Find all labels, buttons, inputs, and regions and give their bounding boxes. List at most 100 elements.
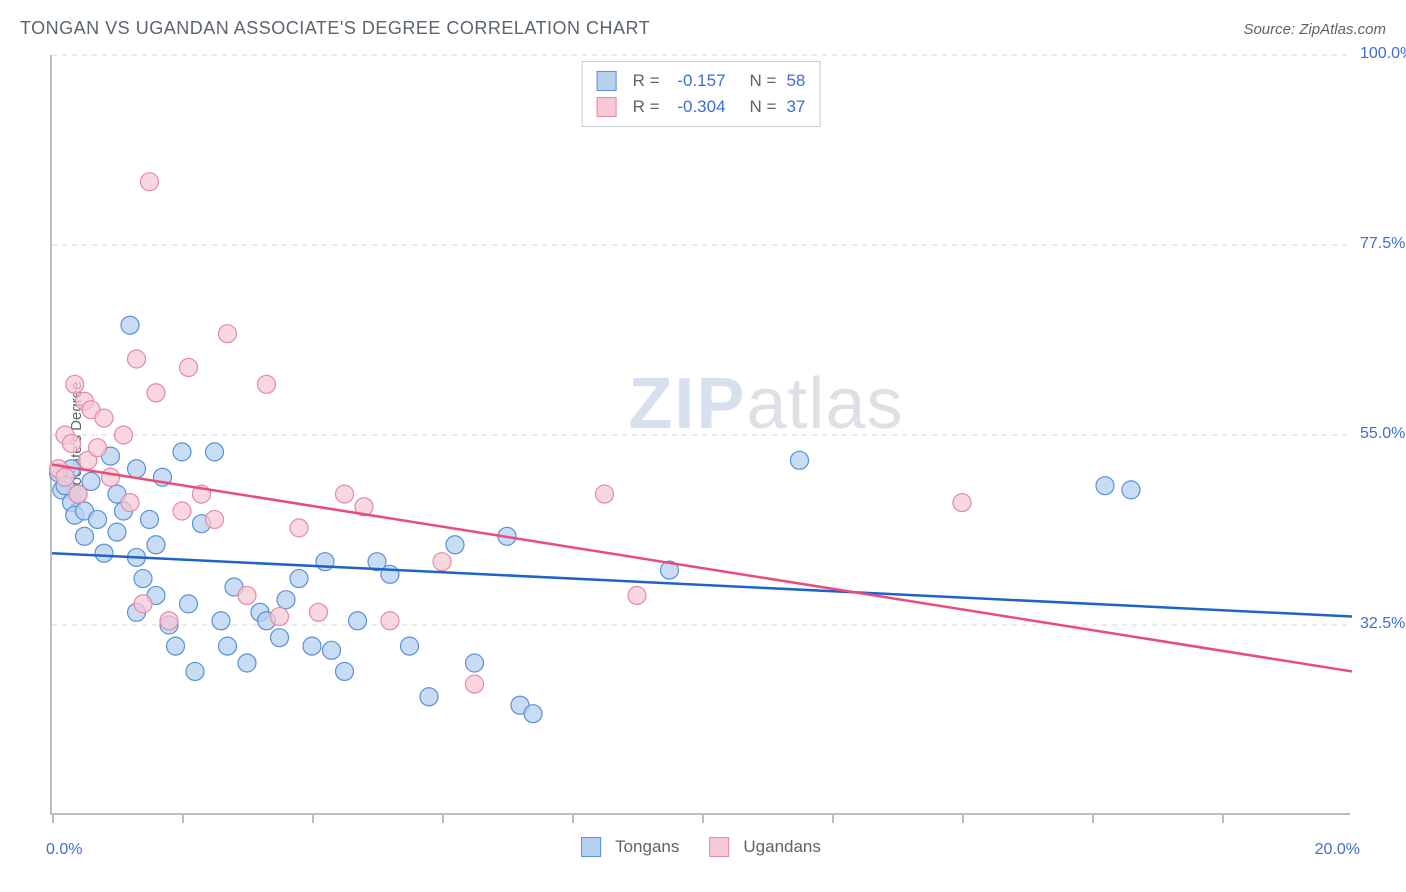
scatter-point [401, 637, 419, 655]
scatter-point [76, 527, 94, 545]
scatter-point [173, 502, 191, 520]
scatter-point [102, 468, 120, 486]
scatter-point [420, 688, 438, 706]
y-tick-label: 77.5% [1360, 235, 1406, 253]
n-label: N = [750, 68, 777, 94]
r-label: R = [633, 94, 660, 120]
scatter-point [66, 375, 84, 393]
y-tick-label: 55.0% [1360, 425, 1406, 443]
scatter-point [336, 485, 354, 503]
scatter-point [121, 494, 139, 512]
scatter-point [128, 460, 146, 478]
legend-bottom: Tongans Ugandans [581, 837, 821, 857]
y-tick-label: 100.0% [1360, 45, 1406, 63]
legend-bottom-swatch-ugandans [709, 837, 729, 857]
scatter-point [381, 612, 399, 630]
trend-line [52, 553, 1352, 616]
scatter-point [128, 350, 146, 368]
scatter-point [258, 375, 276, 393]
scatter-point [1122, 481, 1140, 499]
n-value-ugandans: 37 [786, 94, 805, 120]
scatter-point [147, 536, 165, 554]
scatter-point [95, 409, 113, 427]
scatter-point [271, 608, 289, 626]
scatter-point [212, 612, 230, 630]
scatter-point [167, 637, 185, 655]
x-tick [52, 813, 54, 823]
scatter-point [160, 612, 178, 630]
plot-area: ZIPatlas R = -0.157 N = 58 R = -0.304 N … [50, 55, 1350, 815]
scatter-point [323, 641, 341, 659]
plot-container: ZIPatlas R = -0.157 N = 58 R = -0.304 N … [50, 55, 1350, 815]
x-tick [1092, 813, 1094, 823]
scatter-point [466, 654, 484, 672]
scatter-point [173, 443, 191, 461]
scatter-point [310, 603, 328, 621]
scatter-point [134, 570, 152, 588]
n-label: N = [750, 94, 777, 120]
scatter-point [953, 494, 971, 512]
scatter-point [141, 510, 159, 528]
legend-top-row-0: R = -0.157 N = 58 [597, 68, 806, 94]
legend-top-row-1: R = -0.304 N = 37 [597, 94, 806, 120]
scatter-point [186, 662, 204, 680]
x-tick [962, 813, 964, 823]
scatter-point [206, 443, 224, 461]
scatter-point [206, 510, 224, 528]
legend-swatch-tongans [597, 71, 617, 91]
scatter-point [466, 675, 484, 693]
scatter-point [446, 536, 464, 554]
legend-top: R = -0.157 N = 58 R = -0.304 N = 37 [582, 61, 821, 127]
x-tick [702, 813, 704, 823]
scatter-point [238, 654, 256, 672]
scatter-point [290, 519, 308, 537]
source-attribution: Source: ZipAtlas.com [1243, 21, 1386, 38]
scatter-point [277, 591, 295, 609]
scatter-point [134, 595, 152, 613]
scatter-point [69, 485, 87, 503]
chart-title: TONGAN VS UGANDAN ASSOCIATE'S DEGREE COR… [20, 18, 650, 39]
scatter-point [147, 384, 165, 402]
legend-bottom-label-ugandans: Ugandans [743, 837, 821, 857]
scatter-point [303, 637, 321, 655]
chart-header: TONGAN VS UGANDAN ASSOCIATE'S DEGREE COR… [20, 18, 1386, 39]
x-tick [1222, 813, 1224, 823]
x-tick [182, 813, 184, 823]
scatter-point [219, 325, 237, 343]
scatter-point [56, 468, 74, 486]
scatter-point [115, 426, 133, 444]
r-label: R = [633, 68, 660, 94]
scatter-point [121, 316, 139, 334]
scatter-point [89, 510, 107, 528]
chart-svg [52, 55, 1352, 815]
n-value-tongans: 58 [786, 68, 805, 94]
x-tick [442, 813, 444, 823]
scatter-point [524, 705, 542, 723]
x-tick [312, 813, 314, 823]
legend-swatch-ugandans [597, 97, 617, 117]
scatter-point [628, 586, 646, 604]
x-tick [832, 813, 834, 823]
x-axis-min-label: 0.0% [46, 841, 82, 859]
scatter-point [141, 173, 159, 191]
x-axis-max-label: 20.0% [1315, 841, 1360, 859]
scatter-point [95, 544, 113, 562]
scatter-point [381, 565, 399, 583]
x-tick [572, 813, 574, 823]
scatter-point [89, 439, 107, 457]
scatter-point [1096, 477, 1114, 495]
scatter-point [290, 570, 308, 588]
scatter-point [336, 662, 354, 680]
scatter-point [433, 553, 451, 571]
r-value-tongans: -0.157 [666, 68, 726, 94]
scatter-point [180, 595, 198, 613]
trend-line [52, 465, 1352, 672]
y-tick-label: 32.5% [1360, 615, 1406, 633]
scatter-point [219, 637, 237, 655]
legend-bottom-item-tongans: Tongans [581, 837, 679, 857]
legend-bottom-item-ugandans: Ugandans [709, 837, 821, 857]
scatter-point [108, 523, 126, 541]
scatter-point [180, 358, 198, 376]
legend-bottom-swatch-tongans [581, 837, 601, 857]
scatter-point [349, 612, 367, 630]
